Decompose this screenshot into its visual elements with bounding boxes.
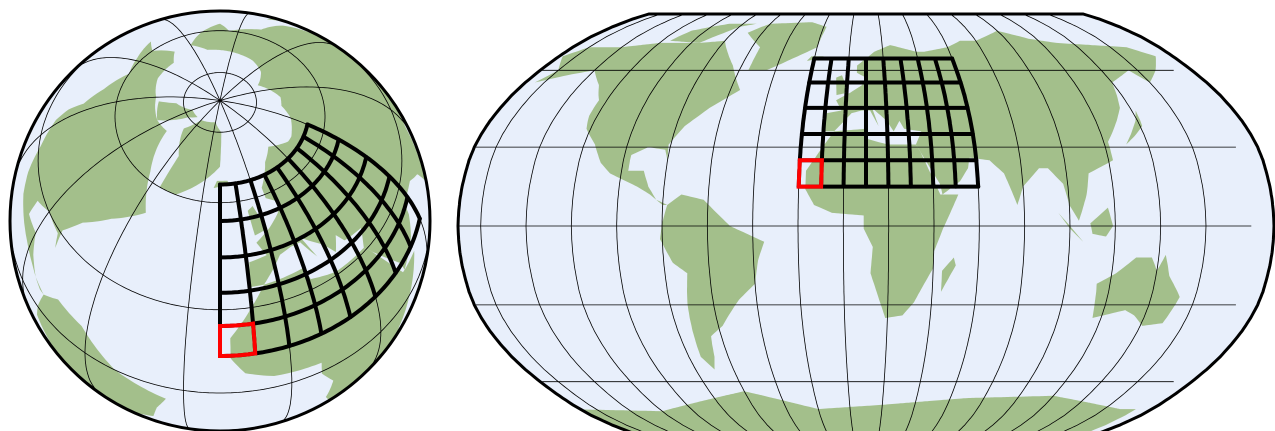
parallel — [10, 221, 430, 394]
land — [823, 30, 1156, 221]
land — [670, 23, 757, 43]
land — [660, 194, 765, 370]
meridian — [22, 100, 221, 306]
meridian — [183, 100, 221, 430]
land — [1092, 254, 1180, 326]
grid-cell-line — [305, 122, 422, 221]
meridian — [84, 100, 221, 395]
grid-cell-line — [932, 56, 958, 189]
map-body — [10, 11, 430, 431]
grid-cell-line — [218, 216, 422, 358]
robinson-map — [456, 12, 1275, 431]
grid-cell-line — [218, 137, 341, 223]
orthographic-map — [8, 9, 432, 431]
grid-cell-line — [262, 172, 324, 336]
grid-cell-line — [286, 156, 378, 299]
meridian — [14, 96, 221, 177]
land — [23, 41, 175, 295]
grid-cell-line — [218, 122, 310, 187]
meridian — [219, 12, 250, 101]
selected-cell — [796, 158, 824, 189]
meridian — [73, 57, 221, 101]
selected-cell — [218, 321, 258, 358]
meridian — [219, 42, 339, 101]
map-outline — [456, 12, 1275, 431]
land — [941, 257, 956, 292]
land — [747, 22, 827, 71]
grid-cell-line — [881, 56, 891, 189]
grid-cell-line — [898, 56, 913, 189]
grid-cell-line — [218, 195, 410, 328]
land — [37, 294, 166, 416]
grid-cell-line — [218, 174, 392, 295]
grid-cell-line — [915, 56, 936, 189]
parallel — [183, 72, 257, 133]
land — [564, 391, 1136, 431]
land — [247, 206, 268, 236]
land — [1058, 212, 1084, 242]
grid-cell-line — [301, 134, 413, 249]
map-outline — [8, 9, 432, 431]
land — [534, 40, 741, 205]
grid-cell-line — [218, 155, 369, 260]
map-body — [458, 14, 1274, 431]
land — [1090, 207, 1114, 237]
grid-cell-line — [294, 146, 398, 275]
grid-cell-line — [275, 165, 353, 320]
grid-cell-line — [950, 56, 981, 189]
grid-cell-line — [841, 56, 851, 189]
meridian — [160, 19, 221, 101]
meridian — [219, 86, 412, 135]
land — [1126, 110, 1143, 145]
grid-cell-line — [248, 178, 292, 348]
